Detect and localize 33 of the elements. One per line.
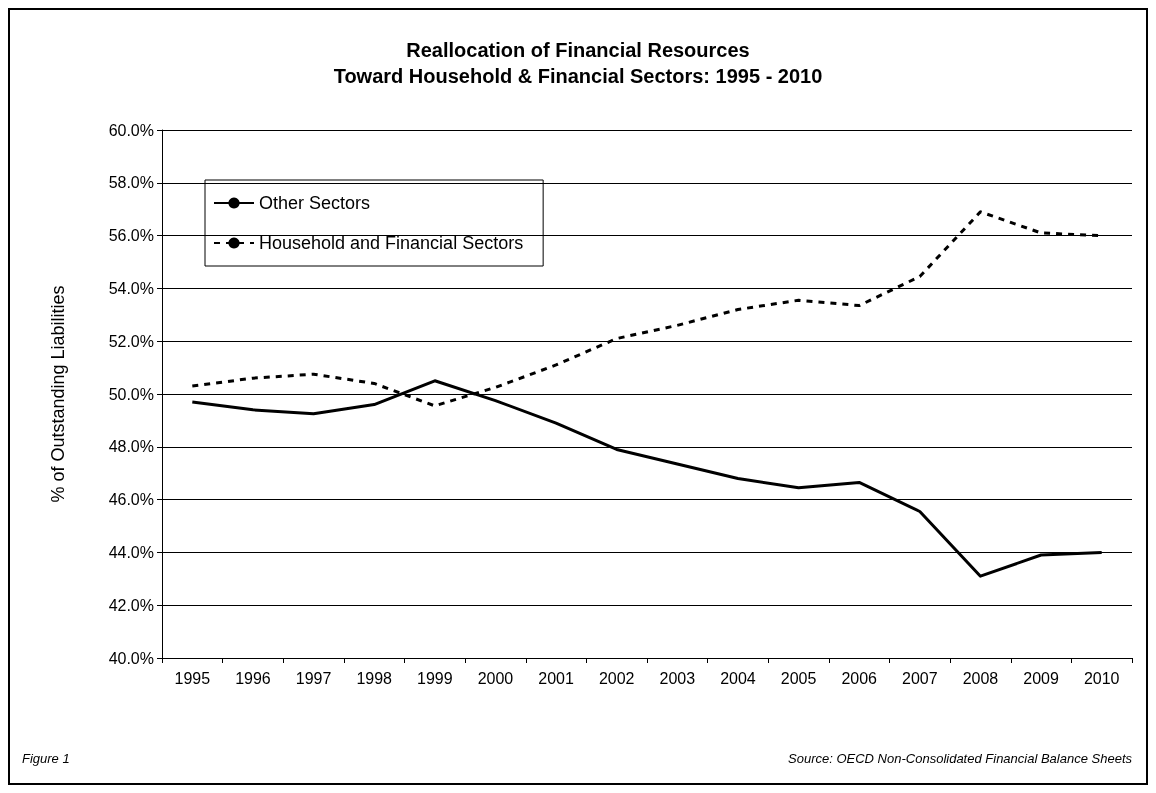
legend-label: Other Sectors: [259, 193, 371, 213]
caption: Figure 1: [22, 751, 70, 766]
y-tick-label: 40.0%: [108, 649, 154, 667]
x-tick-label: 2009: [1023, 669, 1059, 687]
y-tick-label: 60.0%: [108, 121, 154, 139]
x-tick-label: 1998: [356, 669, 393, 687]
x-tick-label: 2003: [659, 669, 696, 687]
y-tick-label: 44.0%: [108, 543, 154, 561]
y-tick-label: 52.0%: [108, 332, 154, 350]
x-tick-label: 2010: [1083, 669, 1120, 687]
x-tick-label: 2004: [720, 669, 756, 687]
chart-title: Reallocation of Financial Resources Toward Household & Financial Sectors: 1995 - 2010: [333, 39, 823, 87]
y-tick-label: 46.0%: [108, 491, 154, 509]
y-tick-label: 58.0%: [108, 174, 154, 192]
y-tick-label: 48.0%: [108, 438, 154, 456]
y-tick-label: 54.0%: [108, 279, 154, 297]
x-tick-label: 1997: [295, 669, 332, 687]
x-tick-label: 2002: [598, 669, 635, 687]
y-axis-title: % of Outstanding Liabilities: [48, 285, 68, 503]
x-tick-label: 2008: [962, 669, 999, 687]
x-tick-label: 1995: [174, 669, 211, 687]
y-tick-label: 42.0%: [108, 596, 154, 614]
legend-label: Household and Financial Sectors: [259, 233, 524, 253]
y-tick-label: 50.0%: [108, 385, 154, 403]
x-tick-label: 1999: [417, 669, 453, 687]
x-tick-label: 1996: [235, 669, 271, 687]
x-tick-label: 2001: [538, 669, 574, 687]
x-tick-label: 2000: [477, 669, 514, 687]
y-tick-label: 56.0%: [108, 227, 154, 245]
x-tick-label: 2007: [902, 669, 938, 687]
x-tick-label: 2005: [780, 669, 817, 687]
x-tick-label: 2006: [841, 669, 878, 687]
source-note: Source: OECD Non-Consolidated Financial Balance Sheets: [788, 751, 1133, 766]
